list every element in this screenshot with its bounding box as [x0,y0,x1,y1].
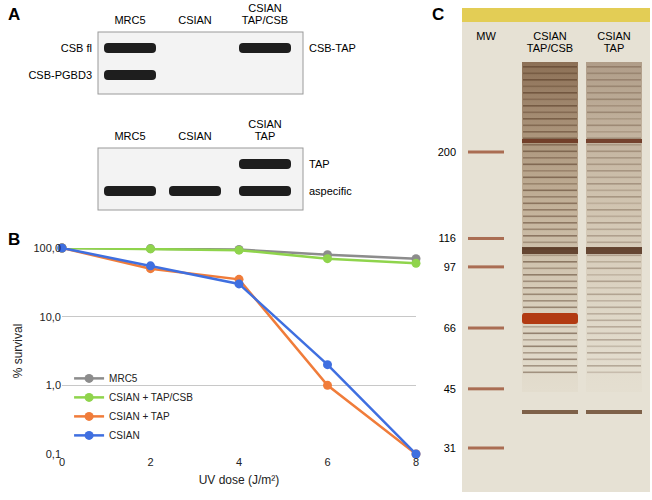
svg-text:MRC5: MRC5 [114,14,145,26]
svg-text:CSIAN + TAP/CSB: CSIAN + TAP/CSB [109,392,193,403]
svg-text:6: 6 [324,456,330,468]
svg-text:CSB-TAP: CSB-TAP [309,42,356,54]
svg-text:100,0: 100,0 [33,242,61,254]
svg-text:0,1: 0,1 [46,448,61,460]
svg-text:TAP: TAP [309,158,330,170]
svg-text:45: 45 [444,383,456,395]
svg-text:116: 116 [438,232,456,244]
svg-text:0: 0 [59,456,65,468]
svg-text:C: C [432,5,444,24]
svg-text:CSIAN: CSIAN [533,30,567,42]
svg-text:66: 66 [444,322,456,334]
svg-text:A: A [8,5,20,24]
svg-text:CSB-PGBD3: CSB-PGBD3 [28,69,92,81]
svg-text:TAP/CSB: TAP/CSB [242,14,288,26]
html-text:B: B [8,230,21,249]
svg-text:2: 2 [147,456,153,468]
svg-text:TAP: TAP [604,42,625,54]
svg-text:CSB fl: CSB fl [61,42,92,54]
svg-text:10,0: 10,0 [40,311,61,323]
svg-text:4: 4 [236,456,242,468]
svg-text:CSIAN: CSIAN [597,30,631,42]
svg-text:CSIAN: CSIAN [178,14,212,26]
svg-text:aspecific: aspecific [309,185,352,197]
svg-text:CSIAN: CSIAN [248,118,282,130]
svg-text:CSIAN: CSIAN [109,430,140,441]
svg-text:MW: MW [476,30,496,42]
svg-text:% survival: % survival [11,324,25,379]
svg-text:TAP/CSB: TAP/CSB [527,42,573,54]
svg-text:200: 200 [438,146,456,158]
svg-text:31: 31 [444,442,456,454]
svg-text:97: 97 [444,261,456,273]
svg-text:MRC5: MRC5 [114,130,145,142]
svg-text:MRC5: MRC5 [109,373,138,384]
svg-text:TAP: TAP [255,130,276,142]
svg-text:1,0: 1,0 [46,379,61,391]
svg-text:CSIAN: CSIAN [178,130,212,142]
svg-text:CSIAN: CSIAN [248,2,282,14]
svg-text:CSIAN + TAP: CSIAN + TAP [109,411,170,422]
svg-text:UV dose (J/m²): UV dose (J/m²) [199,473,280,487]
svg-text:8: 8 [413,456,419,468]
